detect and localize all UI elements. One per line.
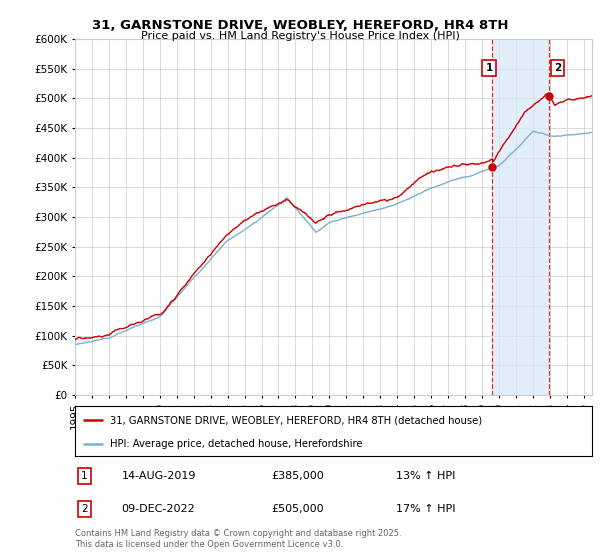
- Text: 2: 2: [554, 63, 561, 73]
- Text: 1: 1: [81, 471, 88, 480]
- Text: 1: 1: [485, 63, 493, 73]
- Text: £385,000: £385,000: [272, 471, 324, 480]
- Text: Contains HM Land Registry data © Crown copyright and database right 2025.
This d: Contains HM Land Registry data © Crown c…: [75, 529, 401, 549]
- Text: 2: 2: [81, 504, 88, 514]
- Text: 31, GARNSTONE DRIVE, WEOBLEY, HEREFORD, HR4 8TH (detached house): 31, GARNSTONE DRIVE, WEOBLEY, HEREFORD, …: [110, 415, 482, 425]
- Text: 17% ↑ HPI: 17% ↑ HPI: [395, 504, 455, 514]
- Text: 09-DEC-2022: 09-DEC-2022: [122, 504, 195, 514]
- Text: Price paid vs. HM Land Registry's House Price Index (HPI): Price paid vs. HM Land Registry's House …: [140, 31, 460, 41]
- Text: 13% ↑ HPI: 13% ↑ HPI: [395, 471, 455, 480]
- Text: £505,000: £505,000: [272, 504, 324, 514]
- Bar: [493, 39, 549, 395]
- Text: 31, GARNSTONE DRIVE, WEOBLEY, HEREFORD, HR4 8TH: 31, GARNSTONE DRIVE, WEOBLEY, HEREFORD, …: [92, 19, 508, 32]
- Text: 14-AUG-2019: 14-AUG-2019: [122, 471, 196, 480]
- Text: HPI: Average price, detached house, Herefordshire: HPI: Average price, detached house, Here…: [110, 439, 362, 449]
